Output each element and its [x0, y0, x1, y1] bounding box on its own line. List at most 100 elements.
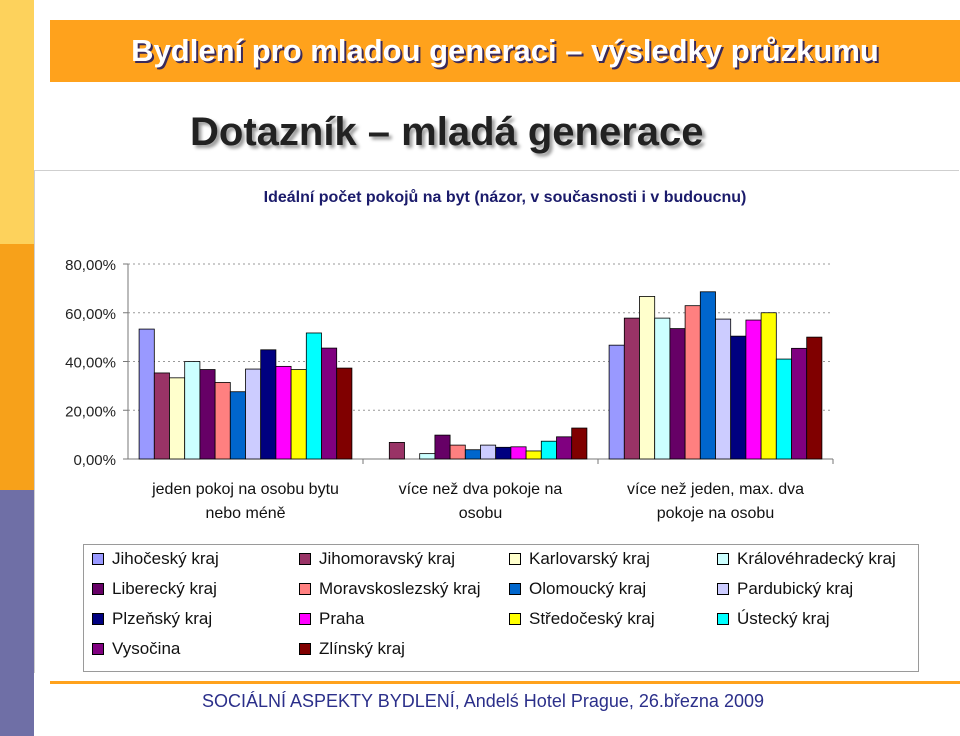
- legend-swatch: [299, 583, 311, 595]
- legend-label: Olomoucký kraj: [529, 579, 647, 598]
- y-tick-label: 60,00%: [65, 306, 116, 323]
- legend-label: Ústecký kraj: [737, 609, 830, 628]
- legend-swatch: [92, 643, 104, 655]
- legend-label: Vysočina: [112, 639, 181, 658]
- legend-label: Zlínský kraj: [319, 639, 405, 658]
- bar: [791, 347, 808, 460]
- side-accent-top: [0, 0, 34, 244]
- bar: [275, 365, 292, 460]
- bar: [730, 335, 747, 460]
- x-category-label: osobu: [459, 505, 503, 522]
- footer-text: SOCIÁLNÍ ASPEKTY BYDLENÍ, Andelś Hotel P…: [202, 691, 764, 711]
- y-tick-label: 0,00%: [73, 452, 116, 469]
- legend-item: Ústecký kraj: [717, 609, 830, 629]
- bar: [608, 344, 625, 460]
- bar: [760, 312, 777, 460]
- legend-item: Praha: [299, 609, 364, 629]
- legend-label: Jihočeský kraj: [112, 549, 219, 568]
- legend-item: Moravskoslezský kraj: [299, 579, 481, 599]
- bar: [184, 361, 201, 460]
- legend-item: Plzeňský kraj: [92, 609, 212, 629]
- legend-label: Středočeský kraj: [529, 609, 655, 628]
- bar: [321, 347, 338, 460]
- x-category-label: jeden pokoj na osobu bytu: [151, 481, 339, 498]
- bar: [510, 446, 527, 460]
- bar: [434, 434, 451, 460]
- legend-label: Karlovarský kraj: [529, 549, 650, 568]
- chart-legend: Jihočeský kraj Jihomoravský kraj Karlovars…: [83, 544, 919, 672]
- bar: [214, 382, 231, 460]
- y-tick-label: 20,00%: [65, 403, 116, 420]
- legend-label: Liberecký kraj: [112, 579, 217, 598]
- bar: [639, 296, 656, 460]
- legend-swatch: [92, 553, 104, 565]
- legend-label: Jihomoravský kraj: [319, 549, 456, 568]
- legend-swatch: [92, 613, 104, 625]
- bar: [669, 328, 686, 460]
- y-tick-label: 40,00%: [65, 355, 116, 372]
- bar: [699, 291, 716, 460]
- bar: [290, 369, 307, 460]
- bar: [199, 369, 216, 460]
- bar: [525, 450, 542, 460]
- y-tick-label: 80,00%: [65, 257, 116, 274]
- x-category-label: více než jeden, max. dva: [627, 481, 804, 498]
- legend-swatch: [717, 553, 729, 565]
- bar: [495, 446, 512, 460]
- legend-label: Praha: [319, 609, 365, 628]
- legend-swatch: [509, 613, 521, 625]
- legend-swatch: [509, 583, 521, 595]
- legend-swatch: [509, 553, 521, 565]
- legend-item: Jihočeský kraj: [92, 549, 219, 569]
- bar: [305, 332, 322, 460]
- legend-item: Středočeský kraj: [509, 609, 655, 629]
- side-accent-mid: [0, 244, 34, 490]
- bar: [623, 317, 640, 460]
- bar: [388, 442, 405, 460]
- bar: [480, 444, 497, 460]
- x-category-label: pokoje na osobu: [657, 505, 774, 522]
- bar: [464, 449, 481, 460]
- legend-label: Pardubický kraj: [737, 579, 854, 598]
- legend-swatch: [717, 583, 729, 595]
- bar: [138, 328, 155, 460]
- bar: [245, 368, 262, 460]
- legend-item: Vysočina: [92, 639, 180, 659]
- chart-frame: [34, 170, 959, 673]
- bar: [229, 391, 246, 460]
- legend-item: Zlínský kraj: [299, 639, 405, 659]
- legend-swatch: [299, 643, 311, 655]
- x-category-label: nebo méně: [205, 505, 285, 522]
- bar: [449, 444, 466, 460]
- legend-swatch: [299, 553, 311, 565]
- legend-swatch: [92, 583, 104, 595]
- bar: [715, 318, 732, 460]
- footer-divider: [50, 681, 960, 684]
- legend-item: Jihomoravský kraj: [299, 549, 455, 569]
- bar: [775, 358, 792, 460]
- legend-label: Moravskoslezský kraj: [319, 579, 481, 598]
- chart-title: Ideální počet pokojů na byt (názor, v so…: [264, 189, 747, 206]
- legend-label: Plzeňský kraj: [112, 609, 213, 628]
- bar: [336, 367, 353, 460]
- legend-item: Liberecký kraj: [92, 579, 217, 599]
- bar: [684, 305, 701, 460]
- legend-item: Karlovarský kraj: [509, 549, 650, 569]
- bar: [540, 440, 557, 460]
- bar: [169, 377, 186, 460]
- legend-swatch: [299, 613, 311, 625]
- legend-label: Královéhradecký kraj: [737, 549, 896, 568]
- slide-subtitle: Dotazník – mladá generace: [190, 110, 704, 154]
- bar: [153, 372, 170, 460]
- side-accent-bottom: [0, 490, 34, 736]
- bar: [654, 317, 671, 460]
- legend-item: Královéhradecký kraj: [717, 549, 896, 569]
- bar: [745, 319, 762, 460]
- bar: [419, 453, 436, 460]
- legend-item: Olomoucký kraj: [509, 579, 646, 599]
- x-category-label: více než dva pokoje na: [399, 481, 563, 498]
- legend-item: Pardubický kraj: [717, 579, 853, 599]
- bar: [806, 336, 823, 460]
- header-band: [50, 20, 960, 82]
